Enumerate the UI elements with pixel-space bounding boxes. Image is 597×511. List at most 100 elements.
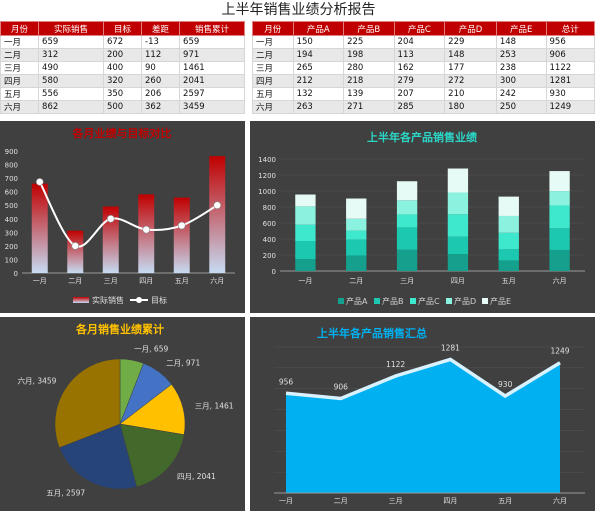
x-tick-label: 二月 xyxy=(68,277,82,285)
slice-label: 六月, 3459 xyxy=(18,376,57,386)
table-cell: 四月 xyxy=(252,74,294,88)
table-cell: 272 xyxy=(444,74,497,88)
table-cell: 238 xyxy=(495,61,547,75)
table-cell: 1122 xyxy=(545,61,595,75)
table-row: 四月 212 218 279 272 300 1281 xyxy=(252,74,595,88)
table-cell: 207 xyxy=(393,87,446,101)
table-cell: 260 xyxy=(140,74,181,88)
stacked-segment-产品C xyxy=(447,214,469,237)
target-point xyxy=(71,242,80,250)
bar-actual-sales xyxy=(31,183,48,273)
table-cell: 200 xyxy=(102,48,143,62)
table-header-row: 月份 实际销售 目标 差距 销售累计 xyxy=(0,21,245,36)
stacked-segment-产品D xyxy=(295,206,316,225)
table-cell: 1461 xyxy=(179,61,245,75)
y-tick-label: 500 xyxy=(5,202,18,210)
table-cell: 500 xyxy=(102,100,143,114)
table-cell: 1281 xyxy=(545,74,595,88)
target-point xyxy=(106,214,115,223)
table-cell: 180 xyxy=(444,100,497,114)
table-row: 三月 490 400 90 1461 xyxy=(0,61,245,75)
target-point xyxy=(35,178,44,186)
report-title: 上半年销售业绩分析报告 xyxy=(221,2,376,18)
table-cell: 六月 xyxy=(252,100,294,114)
table-cell: 2597 xyxy=(179,87,245,101)
table-cell: 148 xyxy=(444,48,497,62)
product-total-area-chart: 上半年各产品销售汇总 956 一月 906 二月 1122 三月 1281 四月 930 五月 124… xyxy=(250,317,595,511)
x-tick-label: 三月 xyxy=(104,277,118,285)
legend-swatch xyxy=(374,298,380,304)
table-row: 一月 659 672 -13 659 xyxy=(0,35,245,49)
y-tick-label: 200 xyxy=(5,243,18,251)
table-cell: 285 xyxy=(393,100,446,114)
table-cell: 177 xyxy=(444,61,497,75)
x-tick-label: 二月 xyxy=(334,497,348,505)
legend-swatch xyxy=(410,298,416,304)
table-cell: 556 xyxy=(38,87,104,101)
x-tick-label: 三月 xyxy=(400,277,414,285)
x-tick-label: 四月 xyxy=(139,277,153,285)
table-cell: 五月 xyxy=(252,87,294,101)
table-cell: 218 xyxy=(343,74,395,88)
table-row: 二月 312 200 112 971 xyxy=(0,48,245,62)
table-cell: 271 xyxy=(343,100,395,114)
table-cell: 90 xyxy=(140,61,181,75)
pie-slice-六月 xyxy=(54,358,121,448)
stacked-segment-产品B xyxy=(549,228,570,250)
stacked-segment-产品E xyxy=(549,171,570,192)
stacked-segment-产品C xyxy=(295,224,316,241)
y-tick-label: 400 xyxy=(263,236,276,244)
stacked-segment-产品C xyxy=(549,205,570,229)
stacked-segment-产品D xyxy=(346,218,367,231)
table-cell: 四月 xyxy=(0,74,40,88)
table-cell: 580 xyxy=(38,74,104,88)
bar-actual-sales xyxy=(173,197,190,273)
product-stacked-chart: 上半年各产品销售业绩 0 200 400 600 800 1000 1200 1400 一月 二月 三… xyxy=(250,121,595,313)
stacked-segment-产品B xyxy=(498,249,519,261)
column-header: 产品E xyxy=(495,21,547,36)
stacked-segment-产品C xyxy=(396,214,418,228)
stacked-segment-产品C xyxy=(498,232,519,250)
table-row: 四月 580 320 260 2041 xyxy=(0,74,245,88)
column-header: 产品C xyxy=(393,21,446,36)
data-label: 930 xyxy=(498,380,513,389)
chart-title: 上半年各产品销售汇总 xyxy=(317,326,427,340)
stacked-segment-产品D xyxy=(396,200,418,215)
stacked-segment-产品E xyxy=(346,198,367,219)
legend-label: 产品D xyxy=(454,296,476,306)
chart-canvas: 各月业绩与目标对比 0 100 200 300 400 500 600 700 800 900 一月 二… xyxy=(5,126,235,305)
chart-canvas: 上半年各产品销售业绩 0 200 400 600 800 1000 1200 1400 一月 二月 三… xyxy=(258,130,585,306)
x-tick-label: 一月 xyxy=(279,497,293,505)
table-cell: 139 xyxy=(343,87,395,101)
table-cell: 162 xyxy=(393,61,446,75)
pie-slice-四月 xyxy=(119,423,185,488)
table-cell: 194 xyxy=(292,48,345,62)
stacked-segment-产品A xyxy=(498,260,519,271)
table-cell: 210 xyxy=(444,87,497,101)
slice-label: 一月, 659 xyxy=(134,344,168,353)
table-cell: 350 xyxy=(102,87,143,101)
x-tick-label: 四月 xyxy=(451,277,465,285)
stacked-segment-产品A xyxy=(396,249,418,271)
legend-label: 产品A xyxy=(346,296,368,306)
chart-title: 各月业绩与目标对比 xyxy=(72,126,172,140)
y-tick-label: 1400 xyxy=(258,156,276,164)
column-header: 月份 xyxy=(0,21,40,36)
column-header: 总计 xyxy=(545,21,595,36)
stacked-segment-产品E xyxy=(295,194,316,207)
table-cell: 三月 xyxy=(252,61,294,75)
table-cell: 三月 xyxy=(0,61,40,75)
table-cell: 113 xyxy=(393,48,446,62)
table-row: 六月 263 271 285 180 250 1249 xyxy=(252,100,595,114)
y-tick-label: 1200 xyxy=(258,172,276,180)
table-row: 二月 194 198 113 148 253 906 xyxy=(252,48,595,62)
table-cell: 320 xyxy=(102,74,143,88)
table-cell: 二月 xyxy=(0,48,40,62)
legend-swatch xyxy=(338,298,344,304)
area-fill xyxy=(286,359,560,493)
y-tick-label: 0 xyxy=(272,268,276,276)
x-tick-label: 六月 xyxy=(553,276,567,285)
bar-actual-sales xyxy=(209,156,226,273)
y-tick-label: 0 xyxy=(14,270,18,278)
table-cell: 二月 xyxy=(252,48,294,62)
